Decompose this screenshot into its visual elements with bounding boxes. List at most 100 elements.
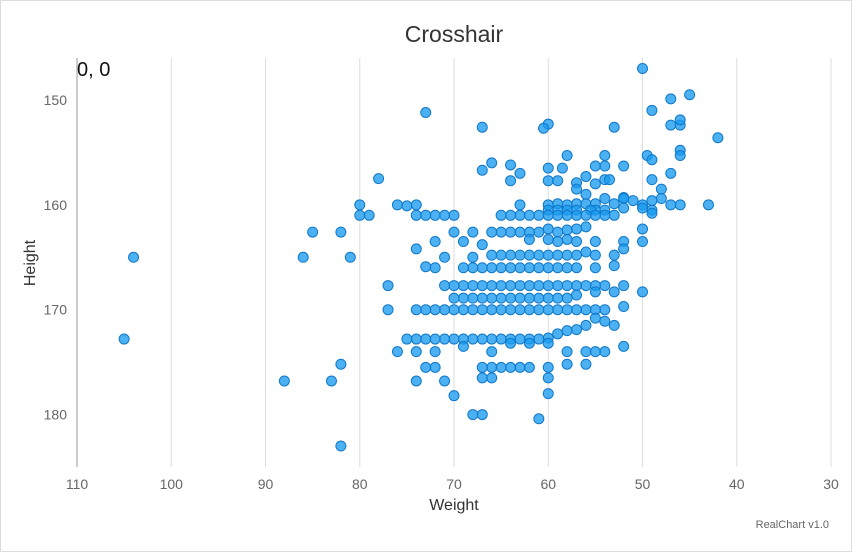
scatter-point[interactable] — [655, 183, 667, 195]
scatter-point[interactable] — [523, 262, 535, 274]
scatter-point[interactable] — [533, 333, 545, 345]
scatter-point[interactable] — [665, 119, 677, 131]
scatter-point[interactable] — [476, 372, 488, 384]
scatter-point[interactable] — [580, 358, 592, 370]
scatter-point[interactable] — [599, 280, 611, 292]
scatter-point[interactable] — [618, 160, 630, 172]
scatter-point[interactable] — [542, 233, 554, 245]
scatter-point[interactable] — [552, 292, 564, 304]
scatter-point[interactable] — [335, 440, 347, 452]
scatter-point[interactable] — [505, 249, 517, 261]
scatter-point[interactable] — [505, 337, 517, 349]
scatter-point[interactable] — [665, 93, 677, 105]
scatter-point[interactable] — [486, 346, 498, 358]
scatter-point[interactable] — [523, 361, 535, 373]
scatter-point[interactable] — [561, 224, 573, 236]
scatter-point[interactable] — [608, 249, 620, 261]
scatter-point[interactable] — [618, 280, 630, 292]
scatter-point[interactable] — [646, 104, 658, 116]
scatter-point[interactable] — [665, 199, 677, 211]
scatter-point[interactable] — [552, 328, 564, 340]
scatter-point[interactable] — [608, 198, 620, 210]
scatter-point[interactable] — [514, 209, 526, 221]
scatter-point[interactable] — [391, 346, 403, 358]
scatter-point[interactable] — [608, 209, 620, 221]
scatter-point[interactable] — [439, 304, 451, 316]
scatter-point[interactable] — [495, 280, 507, 292]
scatter-point[interactable] — [712, 132, 724, 144]
scatter-point[interactable] — [476, 164, 488, 176]
scatter-point[interactable] — [571, 236, 583, 248]
scatter-point[interactable] — [457, 340, 469, 352]
scatter-point[interactable] — [599, 193, 611, 205]
scatter-point[interactable] — [476, 361, 488, 373]
scatter-point[interactable] — [514, 249, 526, 261]
scatter-point[interactable] — [542, 280, 554, 292]
scatter-point[interactable] — [552, 226, 564, 238]
scatter-point[interactable] — [505, 209, 517, 221]
scatter-point[interactable] — [514, 292, 526, 304]
scatter-point[interactable] — [542, 388, 554, 400]
scatter-point[interactable] — [589, 262, 601, 274]
scatter-point[interactable] — [533, 226, 545, 238]
scatter-point[interactable] — [552, 209, 564, 221]
scatter-point[interactable] — [627, 195, 639, 207]
scatter-point[interactable] — [561, 325, 573, 337]
scatter-point[interactable] — [533, 249, 545, 261]
scatter-point[interactable] — [523, 292, 535, 304]
scatter-point[interactable] — [420, 107, 432, 119]
scatter-point[interactable] — [410, 333, 422, 345]
scatter-point[interactable] — [373, 173, 385, 185]
scatter-point[interactable] — [335, 226, 347, 238]
scatter-point[interactable] — [486, 361, 498, 373]
scatter-point[interactable] — [561, 233, 573, 245]
scatter-point[interactable] — [486, 262, 498, 274]
scatter-point[interactable] — [476, 280, 488, 292]
scatter-point[interactable] — [523, 304, 535, 316]
scatter-point[interactable] — [505, 175, 517, 187]
scatter-point[interactable] — [439, 209, 451, 221]
scatter-point[interactable] — [429, 304, 441, 316]
scatter-point[interactable] — [646, 207, 658, 219]
scatter-point[interactable] — [382, 304, 394, 316]
scatter-point[interactable] — [486, 157, 498, 169]
scatter-point[interactable] — [533, 209, 545, 221]
scatter-point[interactable] — [495, 361, 507, 373]
scatter-point[interactable] — [580, 346, 592, 358]
scatter-point[interactable] — [420, 209, 432, 221]
scatter-point[interactable] — [589, 249, 601, 261]
scatter-point[interactable] — [561, 280, 573, 292]
scatter-point[interactable] — [476, 304, 488, 316]
scatter-point[interactable] — [580, 246, 592, 258]
scatter-point[interactable] — [571, 304, 583, 316]
scatter-point[interactable] — [467, 292, 479, 304]
scatter-point[interactable] — [429, 262, 441, 274]
scatter-point[interactable] — [505, 159, 517, 171]
scatter-point[interactable] — [128, 251, 140, 263]
scatter-point[interactable] — [523, 233, 535, 245]
scatter-point[interactable] — [571, 280, 583, 292]
scatter-point[interactable] — [486, 249, 498, 261]
scatter-point[interactable] — [476, 239, 488, 251]
scatter-point[interactable] — [561, 150, 573, 162]
scatter-point[interactable] — [674, 150, 686, 162]
scatter-point[interactable] — [655, 193, 667, 205]
scatter-point[interactable] — [523, 209, 535, 221]
scatter-point[interactable] — [571, 324, 583, 336]
scatter-point[interactable] — [401, 333, 413, 345]
scatter-point[interactable] — [646, 174, 658, 186]
scatter-point[interactable] — [556, 162, 568, 174]
scatter-point[interactable] — [533, 262, 545, 274]
scatter-point[interactable] — [476, 409, 488, 421]
scatter-point[interactable] — [505, 226, 517, 238]
scatter-point[interactable] — [571, 183, 583, 195]
scatter-point[interactable] — [561, 358, 573, 370]
scatter-point[interactable] — [439, 280, 451, 292]
scatter-point[interactable] — [514, 167, 526, 179]
scatter-point[interactable] — [401, 200, 413, 212]
scatter-point[interactable] — [297, 251, 309, 263]
scatter-point[interactable] — [429, 236, 441, 248]
scatter-point[interactable] — [608, 121, 620, 133]
scatter-point[interactable] — [542, 361, 554, 373]
scatter-point[interactable] — [467, 251, 479, 263]
